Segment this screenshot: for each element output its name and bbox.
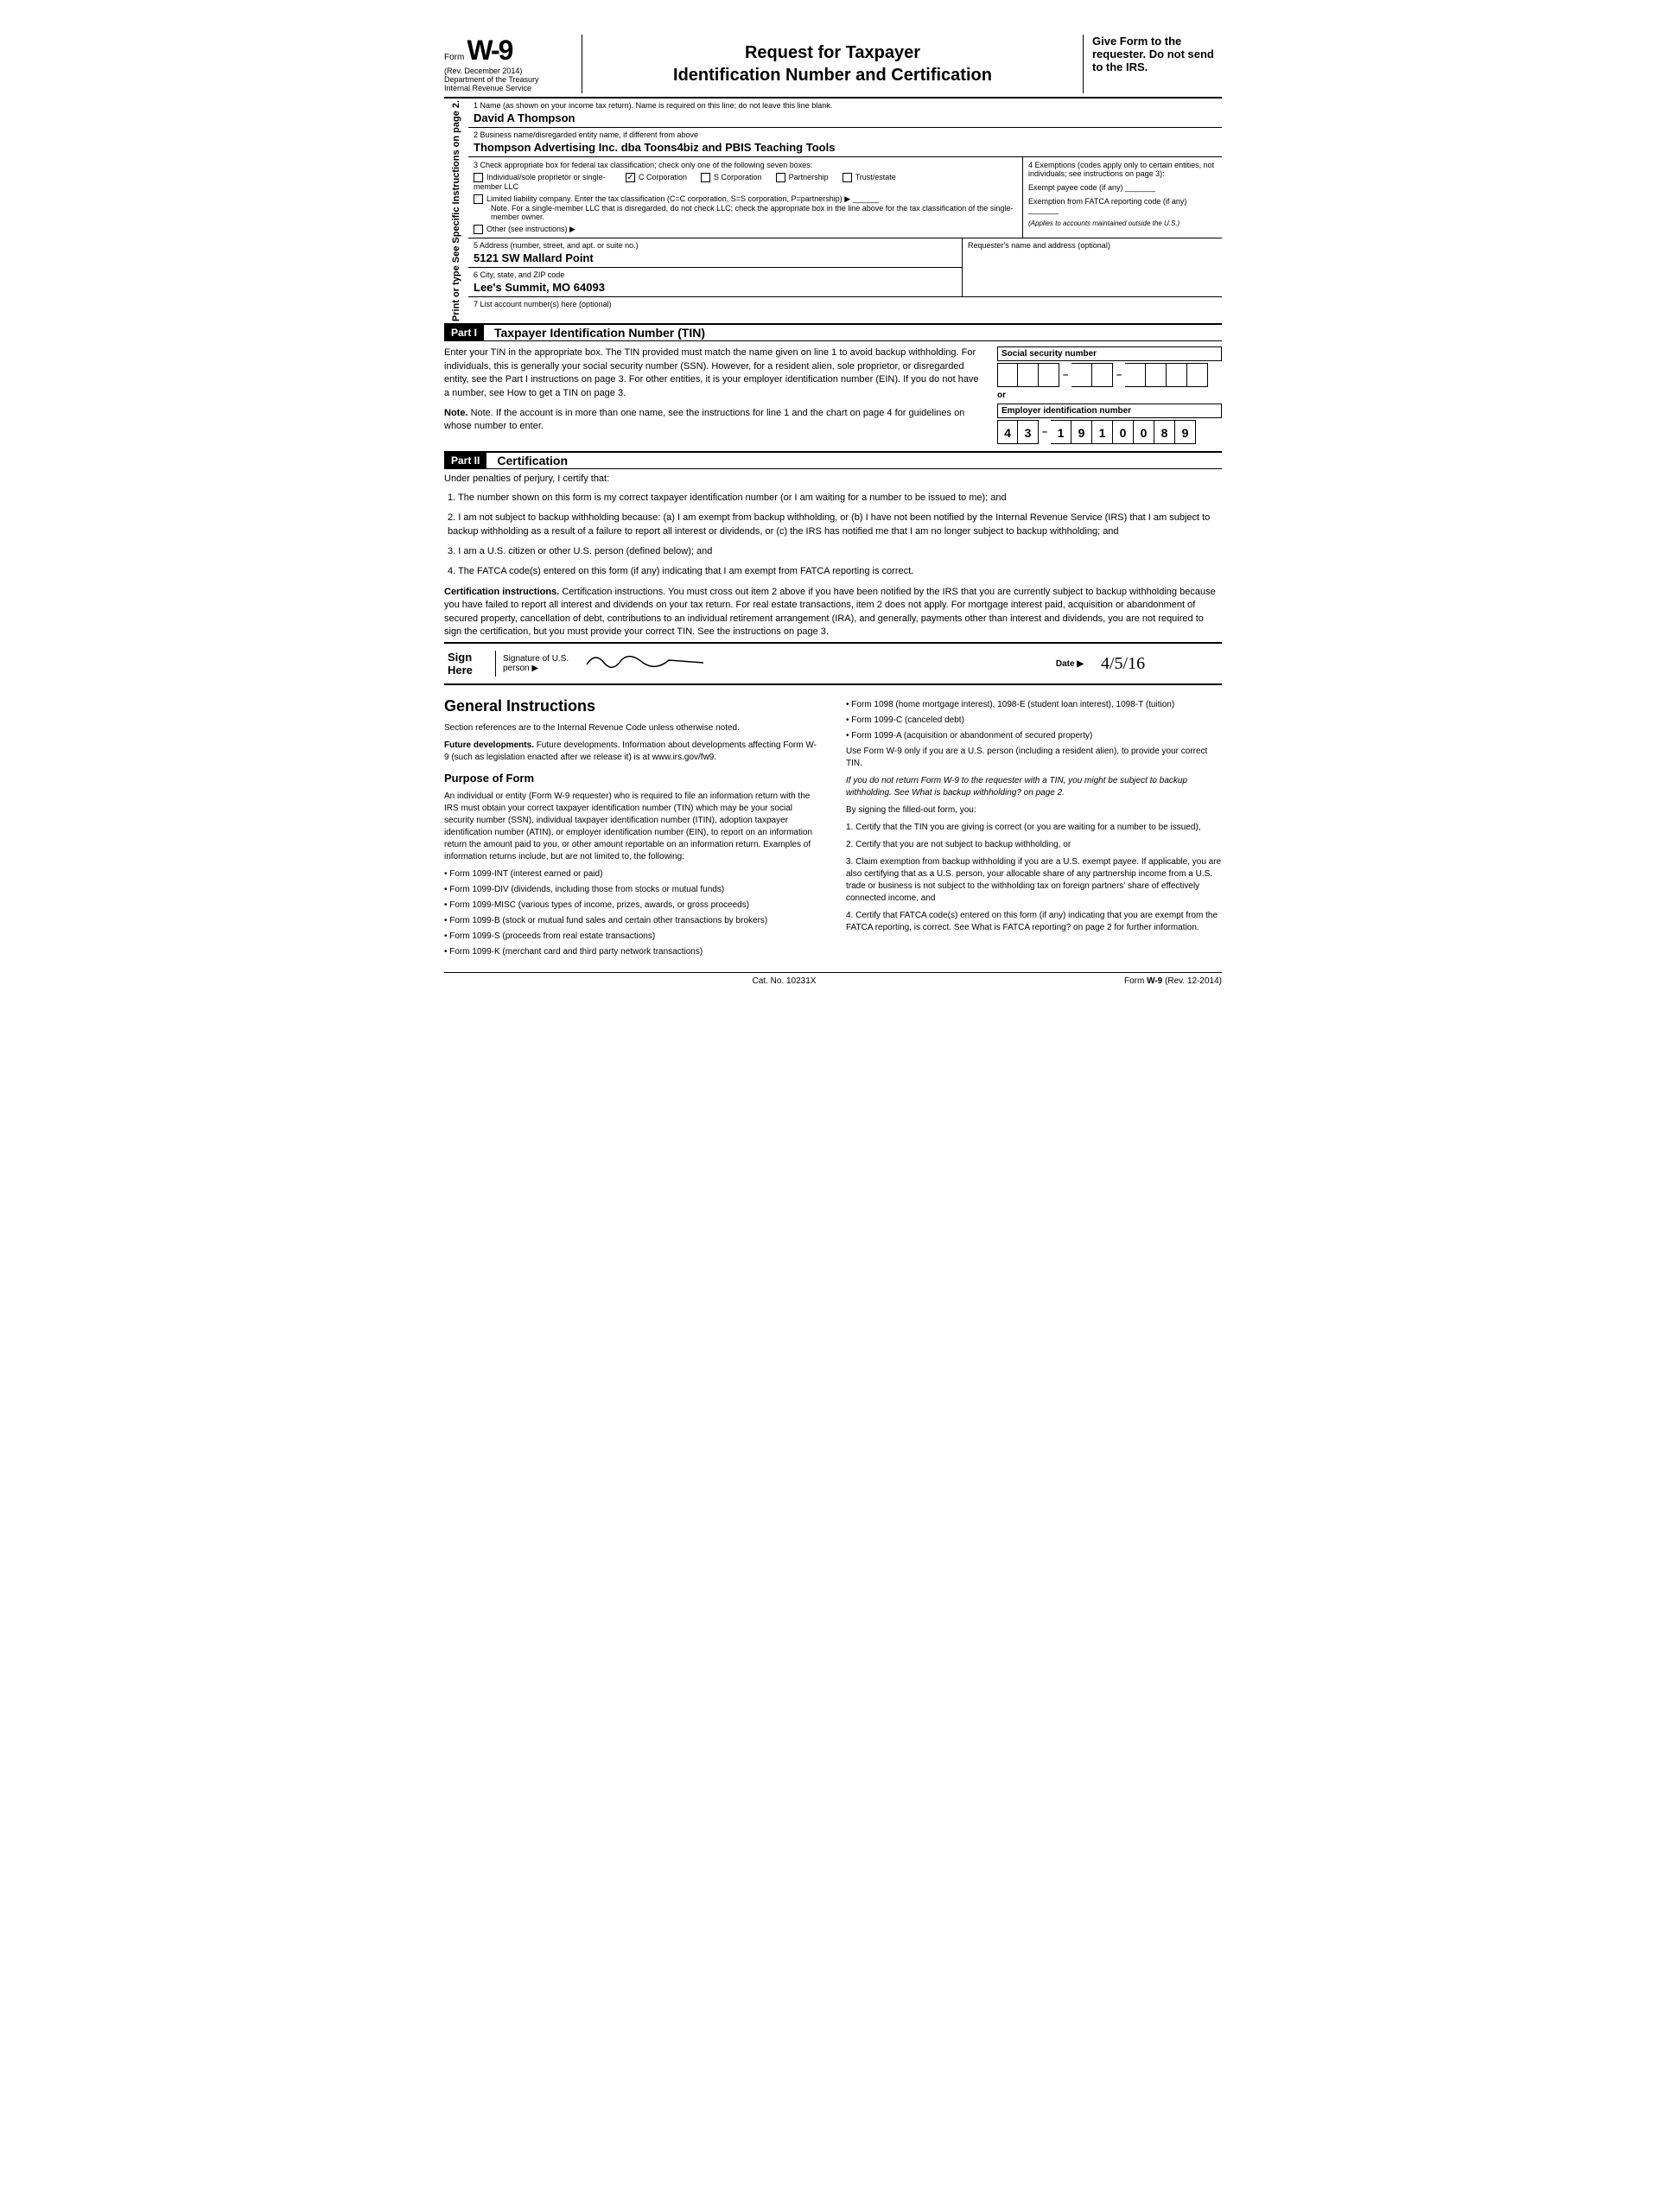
cert-item3: 3. I am a U.S. citizen or other U.S. per…: [448, 545, 1222, 558]
instr-li4: Form 1099-B (stock or mutual fund sales …: [444, 915, 820, 927]
line2-value[interactable]: Thompson Advertising Inc. dba Toons4biz …: [474, 141, 1217, 154]
part1-title: Taxpayer Identification Number (TIN): [484, 326, 705, 340]
date-value[interactable]: 4/5/16: [1084, 654, 1222, 674]
instr-h2: Purpose of Form: [444, 771, 820, 786]
line6-value[interactable]: Lee's Summit, MO 64093: [474, 281, 957, 294]
part2-title: Certification: [486, 454, 568, 467]
cert-instr: Certification instructions. You must cro…: [444, 587, 1216, 637]
instr-p10: 4. Certify that FATCA code(s) entered on…: [846, 910, 1222, 934]
form-revision: (Rev. December 2014): [444, 67, 575, 75]
cert-item4: 4. The FATCA code(s) entered on this for…: [448, 565, 1222, 578]
dept-treasury: Department of the Treasury: [444, 75, 575, 84]
line5-label: 5 Address (number, street, and apt. or s…: [474, 241, 957, 250]
instr-p8: 2. Certify that you are not subject to b…: [846, 839, 1222, 851]
instr-li7: Form 1098 (home mortgage interest), 1098…: [846, 699, 1222, 711]
cb-partnership[interactable]: [776, 173, 785, 182]
footer-cat: Cat. No. 10231X: [753, 976, 817, 986]
signature[interactable]: [582, 647, 1056, 680]
instr-li6: Form 1099-K (merchant card and third par…: [444, 946, 820, 958]
ssn-label: Social security number: [997, 346, 1222, 361]
form-prefix: Form: [444, 53, 464, 62]
sign-label: Signature of U.S. person ▶: [496, 654, 582, 673]
form-instruction: Give Form to the requester. Do not send …: [1084, 35, 1222, 93]
fatca-note: (Applies to accounts maintained outside …: [1028, 219, 1217, 227]
cb-trust[interactable]: [843, 173, 852, 182]
cb-llc[interactable]: [474, 194, 483, 204]
sign-here: Sign Here: [444, 651, 496, 677]
part2-header: Part II: [444, 453, 486, 468]
line5-value[interactable]: 5121 SW Mallard Point: [474, 251, 957, 264]
instr-h1: General Instructions: [444, 696, 820, 717]
instr-li3: Form 1099-MISC (various types of income,…: [444, 899, 820, 912]
cb-trust-label: Trust/estate: [855, 173, 896, 181]
line1-value[interactable]: David A Thompson: [474, 111, 1217, 124]
instr-p5: If you do not return Form W-9 to the req…: [846, 775, 1222, 799]
instr-p1: Section references are to the Internal R…: [444, 722, 820, 734]
requester-label: Requester's name and address (optional): [963, 238, 1222, 296]
instr-li8: Form 1099-C (canceled debt): [846, 715, 1222, 727]
instr-li1: Form 1099-INT (interest earned or paid): [444, 868, 820, 880]
part1-note: Note. If the account is in more than one…: [444, 408, 964, 431]
part1-text: Enter your TIN in the appropriate box. T…: [444, 346, 980, 400]
cert-item1: 1. The number shown on this form is my c…: [448, 492, 1222, 505]
exempt-payee-label: Exempt payee code (if any): [1028, 183, 1123, 192]
or-text: or: [997, 391, 1222, 400]
cb-ccorp-label: C Corporation: [639, 173, 687, 181]
cb-scorp-label: S Corporation: [714, 173, 762, 181]
instr-p4: Use Form W-9 only if you are a U.S. pers…: [846, 746, 1222, 770]
line2-label: 2 Business name/disregarded entity name,…: [474, 130, 1217, 139]
line7-label: 7 List account number(s) here (optional): [474, 300, 1217, 308]
sidebar: Print or type See Specific Instructions …: [444, 99, 468, 323]
ssn-grid[interactable]: – –: [997, 363, 1222, 387]
instr-p6: By signing the filled-out form, you:: [846, 804, 1222, 817]
instr-li2: Form 1099-DIV (dividends, including thos…: [444, 884, 820, 896]
cb-individual[interactable]: [474, 173, 483, 182]
instr-p3: An individual or entity (Form W-9 reques…: [444, 791, 820, 863]
cert-intro: Under penalties of perjury, I certify th…: [444, 473, 1222, 486]
cb-other-label: Other (see instructions) ▶: [486, 225, 575, 233]
part1-header: Part I: [444, 325, 484, 340]
cert-item2: 2. I am not subject to backup withholdin…: [448, 512, 1222, 538]
footer-form: Form W-9 (Rev. 12-2014): [1124, 976, 1222, 986]
sidebar-text: Print or type See Specific Instructions …: [451, 100, 461, 321]
line4-label: 4 Exemptions (codes apply only to certai…: [1028, 161, 1217, 178]
exempt-fatca-label: Exemption from FATCA reporting code (if …: [1028, 197, 1186, 206]
form-title-1: Request for Taxpayer: [600, 41, 1065, 64]
cb-scorp[interactable]: [701, 173, 710, 182]
line3-label: 3 Check appropriate box for federal tax …: [474, 161, 1017, 169]
line7-value[interactable]: [474, 308, 1217, 321]
line1-label: 1 Name (as shown on your income tax retu…: [474, 101, 1217, 110]
cb-llc-label: Limited liability company. Enter the tax…: [486, 194, 850, 203]
llc-note: Note. For a single-member LLC that is di…: [474, 204, 1017, 221]
ein-label: Employer identification number: [997, 404, 1222, 418]
instr-li9: Form 1099-A (acquisition or abandonment …: [846, 730, 1222, 742]
form-title-2: Identification Number and Certification: [600, 64, 1065, 86]
date-label: Date ▶: [1056, 659, 1084, 669]
form-number: W-9: [467, 35, 512, 66]
instr-li5: Form 1099-S (proceeds from real estate t…: [444, 931, 820, 943]
ein-grid[interactable]: 43 – 1910089: [997, 420, 1222, 444]
cb-ccorp[interactable]: [626, 173, 635, 182]
irs-label: Internal Revenue Service: [444, 84, 575, 92]
cb-other[interactable]: [474, 225, 483, 234]
line6-label: 6 City, state, and ZIP code: [474, 270, 957, 279]
instr-p9: 3. Claim exemption from backup withholdi…: [846, 856, 1222, 905]
instr-p7: 1. Certify that the TIN you are giving i…: [846, 822, 1222, 834]
cb-partnership-label: Partnership: [789, 173, 829, 181]
form-header: Form W-9 (Rev. December 2014) Department…: [444, 35, 1222, 99]
cb-individual-label: Individual/sole proprietor or single-mem…: [474, 173, 606, 191]
